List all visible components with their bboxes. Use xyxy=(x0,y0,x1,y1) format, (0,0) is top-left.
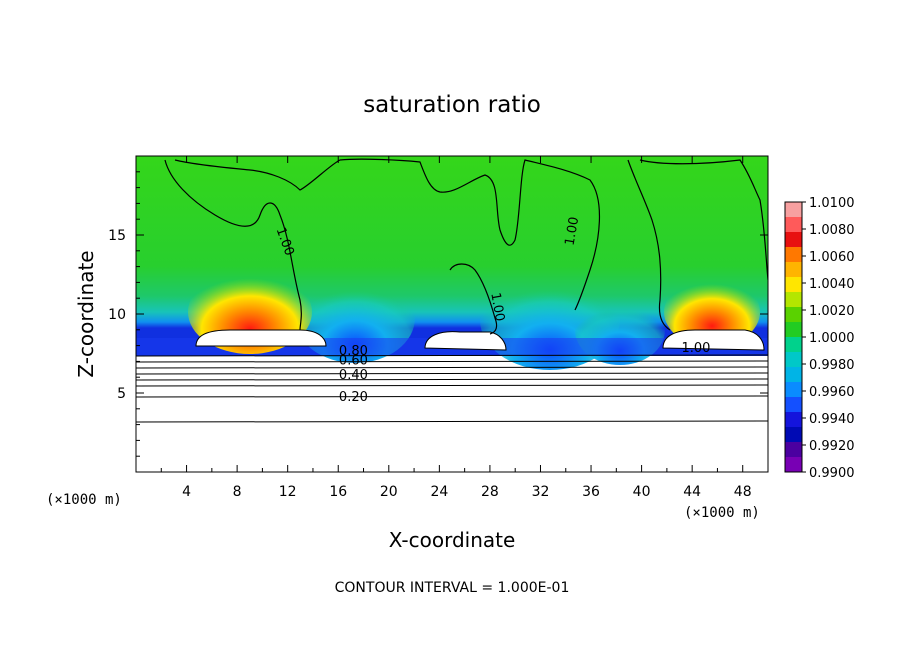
contour-label: 1.00 xyxy=(487,292,507,323)
colorbar: 1.0100 1.0080 1.0060 1.0040 1.0020 1.0000 0.99… xyxy=(784,196,855,481)
x-tick-label: 16 xyxy=(329,484,347,500)
cloud-blob-center xyxy=(424,331,507,351)
contour-line-3 xyxy=(449,263,498,335)
colorbar-segment xyxy=(785,457,802,473)
x-tick-label: 28 xyxy=(481,484,499,500)
colorbar-segment xyxy=(785,322,802,338)
field-layer xyxy=(136,156,768,472)
x-tick-label: 12 xyxy=(279,484,297,500)
x-unit-label-left: (×1000 m) xyxy=(46,492,122,508)
contour-label: 0.40 xyxy=(339,368,368,383)
x-tick-label: 32 xyxy=(532,484,550,500)
colorbar-label: 0.9960 xyxy=(809,385,855,400)
contour-label: 0.20 xyxy=(339,390,368,405)
colorbar-label: 1.0100 xyxy=(809,196,855,211)
colorbar-segment xyxy=(785,292,802,308)
colorbar-label: 0.9920 xyxy=(809,439,855,454)
colorbar-segment xyxy=(785,412,802,428)
y-axis: 5 10 15 xyxy=(108,171,768,457)
colorbar-label: 0.9900 xyxy=(809,466,855,481)
y-tick-label: 15 xyxy=(108,228,126,244)
colorbar-label: 1.0020 xyxy=(809,304,855,319)
colorbar-label: 1.0040 xyxy=(809,277,855,292)
x-tick-label: 20 xyxy=(380,484,398,500)
x-axis: 4 8 12 16 20 24 28 32 36 40 44 48 xyxy=(160,156,752,500)
contour-label: 0.60 xyxy=(339,354,368,369)
x-tick-label: 4 xyxy=(182,484,191,500)
chart-title: saturation ratio xyxy=(363,92,541,118)
colorbar-label: 1.0060 xyxy=(809,250,855,265)
x-tick-label: 48 xyxy=(734,484,752,500)
x-unit-label-right: (×1000 m) xyxy=(684,505,760,521)
colorbar-segment xyxy=(785,352,802,368)
colorbar-segment xyxy=(785,247,802,263)
y-tick-label: 10 xyxy=(108,307,126,323)
colorbar-segment xyxy=(785,307,802,323)
contour-line-1 xyxy=(164,159,302,331)
x-tick-label: 24 xyxy=(430,484,448,500)
x-tick-label: 8 xyxy=(233,484,242,500)
subsaturated-region xyxy=(136,356,768,472)
colorbar-label: 1.0000 xyxy=(809,331,855,346)
contour-line-4 xyxy=(627,159,671,331)
colorbar-segment xyxy=(785,367,802,383)
colorbar-label: 0.9940 xyxy=(809,412,855,427)
contour-label: 1.00 xyxy=(563,216,583,247)
colorbar-segment xyxy=(785,202,802,218)
colorbar-label: 0.9980 xyxy=(809,358,855,373)
lower-contours xyxy=(136,354,768,423)
cloud-blob-left xyxy=(195,329,327,347)
colorbar-segment xyxy=(785,427,802,443)
colorbar-segment xyxy=(785,397,802,413)
colorbar-segment xyxy=(785,277,802,293)
x-tick-label: 40 xyxy=(633,484,651,500)
colorbar-segment xyxy=(785,442,802,458)
x-tick-label: 44 xyxy=(683,484,701,500)
colorbar-segment xyxy=(785,382,802,398)
colorbar-segment xyxy=(785,217,802,233)
y-axis-title: Z-coordinate xyxy=(74,250,98,377)
colorbar-segment xyxy=(785,262,802,278)
contour-line-5 xyxy=(639,159,768,281)
contour-label: 0.80 xyxy=(339,344,368,359)
contour-interval-note: CONTOUR INTERVAL = 1.000E-01 xyxy=(335,580,570,596)
colorbar-segment xyxy=(785,337,802,353)
colorbar-label: 1.0080 xyxy=(809,223,855,238)
contour-label: 1.00 xyxy=(681,341,710,356)
cloud-blob-right xyxy=(662,329,765,351)
x-tick-label: 36 xyxy=(582,484,600,500)
y-tick-label: 5 xyxy=(117,386,126,402)
contour-labels: 1.00 1.001.001.000.800.600.400.20 xyxy=(273,216,711,405)
contour-line-2 xyxy=(174,158,600,311)
x-axis-title: X-coordinate xyxy=(389,528,516,552)
colorbar-segment xyxy=(785,232,802,248)
